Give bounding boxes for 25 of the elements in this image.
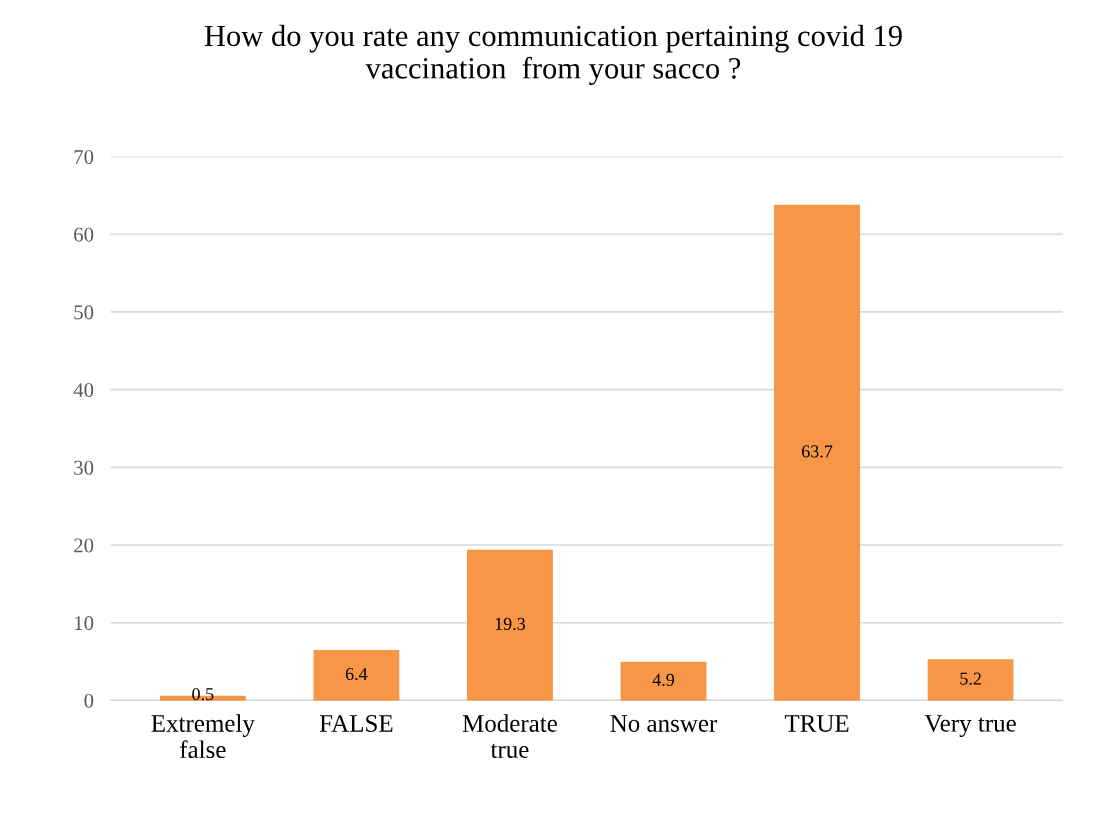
bar: [620, 661, 707, 701]
x-tick-label: Extremely false: [151, 714, 255, 759]
y-tick-label: 60: [74, 227, 94, 242]
y-tick-label: 30: [74, 460, 94, 475]
y-tick-label: 10: [75, 616, 94, 631]
chart-title: How do you rate any communication pertaining covid 19 vaccination from your sacco ?: [204, 24, 902, 85]
x-tick-label: No answer: [610, 715, 718, 732]
y-tick-label: 70: [74, 149, 94, 164]
x-tick-label: Very true: [924, 715, 1016, 737]
bar: [467, 549, 553, 701]
data-label: 5.2: [960, 672, 981, 685]
data-label: 4.9: [652, 673, 675, 686]
y-tick-label: 50: [74, 305, 94, 320]
x-tick-label: TRUE: [784, 715, 849, 732]
x-tick-label: FALSE: [319, 715, 393, 732]
bar: [927, 659, 1014, 701]
y-tick-label: 40: [73, 383, 94, 398]
y-tick-label: 0: [84, 693, 94, 708]
y-tick-label: 20: [74, 538, 94, 553]
bar: [774, 204, 860, 701]
data-label: 6.4: [345, 667, 368, 681]
bar: [313, 649, 400, 701]
data-label: 19.3: [495, 617, 526, 631]
x-tick-label: Moderate true: [462, 714, 557, 759]
data-label: 63.7: [802, 445, 833, 458]
